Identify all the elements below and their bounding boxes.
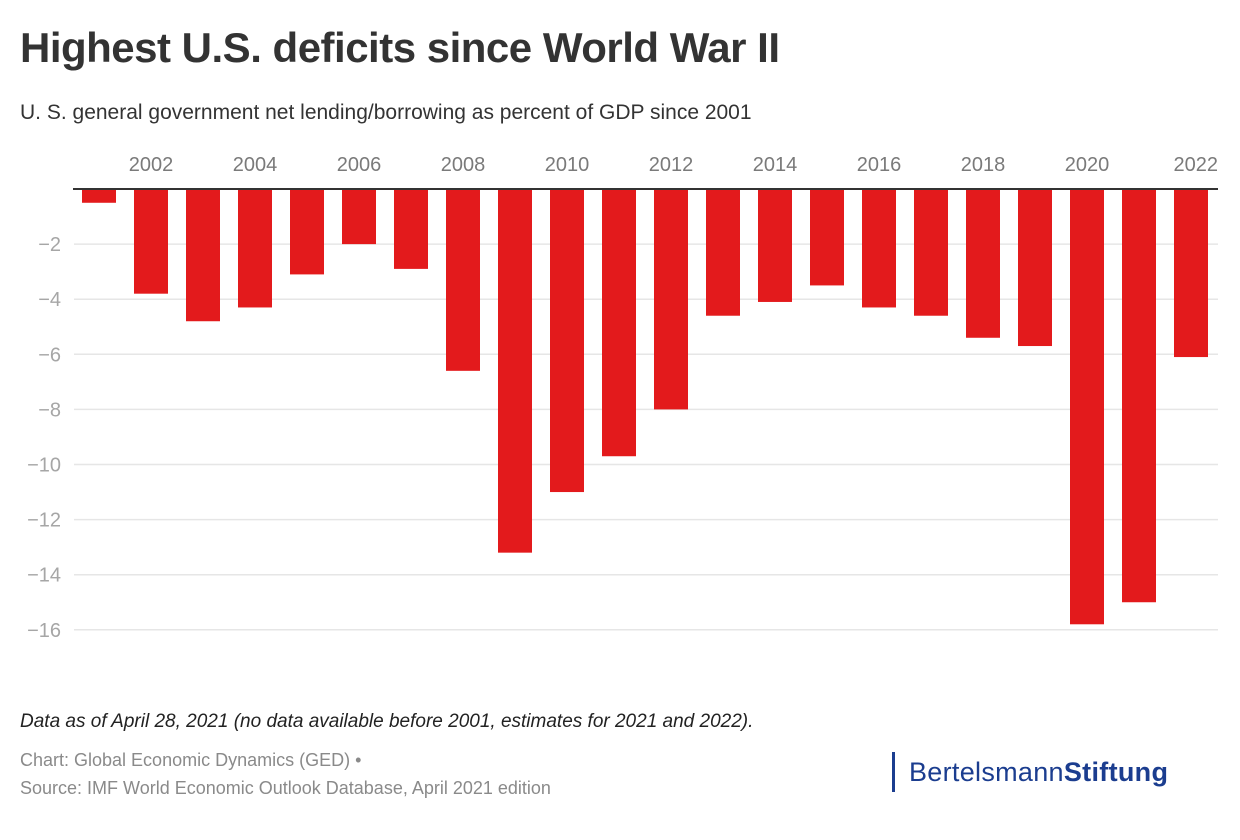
bar-2002 xyxy=(134,189,168,294)
x-tick-label: 2004 xyxy=(233,154,278,176)
bar-2005 xyxy=(290,189,324,275)
bar-2019 xyxy=(1018,189,1052,347)
chart-title: Highest U.S. deficits since World War II xyxy=(20,24,780,71)
logo-text-bold: Stiftung xyxy=(1063,756,1169,787)
bar-2007 xyxy=(394,189,428,269)
y-tick-label: −2 xyxy=(38,234,61,256)
chart-subtitle: U. S. general government net lending/bor… xyxy=(20,101,752,124)
bars xyxy=(82,189,1208,625)
x-tick-label: 2002 xyxy=(129,154,174,176)
logo-divider xyxy=(892,752,895,792)
bar-2012 xyxy=(654,189,688,410)
x-tick-label: 2018 xyxy=(961,154,1006,176)
y-tick-label: −14 xyxy=(27,565,61,587)
bar-2020 xyxy=(1070,189,1104,625)
chart-credit: Chart: Global Economic Dynamics (GED) • xyxy=(20,750,362,770)
y-tick-label: −16 xyxy=(27,620,61,642)
bar-2013 xyxy=(706,189,740,316)
x-tick-label: 2010 xyxy=(545,154,590,176)
x-tick-label: 2022 xyxy=(1174,154,1219,176)
bar-2003 xyxy=(186,189,220,322)
data-note: Data as of April 28, 2021 (no data avail… xyxy=(20,711,754,732)
x-tick-label: 2012 xyxy=(649,154,694,176)
bar-2006 xyxy=(342,189,376,245)
logo-text-regular: Bertelsmann xyxy=(909,756,1064,787)
bar-chart: −2 −4 −6 −8 −10 −12 −14 −16 2002 2004 2006 2008 201… xyxy=(27,154,1218,642)
bar-2016 xyxy=(862,189,896,308)
bar-2017 xyxy=(914,189,948,316)
source-credit: Source: IMF World Economic Outlook Datab… xyxy=(20,778,551,798)
y-tick-label: −4 xyxy=(38,289,61,311)
logo-text: BertelsmannStiftung xyxy=(909,757,1168,788)
x-axis-labels: 2002 2004 2006 2008 2010 2012 2014 2016 2018 2020… xyxy=(129,154,1218,176)
bar-2011 xyxy=(602,189,636,457)
bar-2021 xyxy=(1122,189,1156,603)
x-tick-label: 2006 xyxy=(337,154,382,176)
bar-2014 xyxy=(758,189,792,302)
x-tick-label: 2016 xyxy=(857,154,902,176)
bar-2009 xyxy=(498,189,532,553)
y-tick-label: −10 xyxy=(27,455,61,477)
bar-2004 xyxy=(238,189,272,308)
bar-2008 xyxy=(446,189,480,371)
bar-2015 xyxy=(810,189,844,286)
bar-2018 xyxy=(966,189,1000,338)
y-axis-labels: −2 −4 −6 −8 −10 −12 −14 −16 xyxy=(27,234,61,642)
x-tick-label: 2014 xyxy=(753,154,798,176)
x-tick-label: 2008 xyxy=(441,154,486,176)
x-tick-label: 2020 xyxy=(1065,154,1110,176)
bar-2022 xyxy=(1174,189,1208,358)
bar-2001 xyxy=(82,189,116,203)
bar-2010 xyxy=(550,189,584,493)
y-tick-label: −12 xyxy=(27,510,61,532)
bertelsmann-stiftung-logo: BertelsmannStiftung xyxy=(892,752,1168,792)
y-tick-label: −8 xyxy=(38,399,61,421)
y-tick-label: −6 xyxy=(38,344,61,366)
